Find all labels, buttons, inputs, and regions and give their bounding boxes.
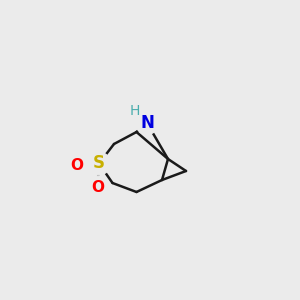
Text: H: H [130,104,140,118]
Circle shape [136,112,158,134]
Text: S: S [93,154,105,172]
Circle shape [65,154,88,176]
Circle shape [86,176,109,199]
Text: N: N [140,114,154,132]
Circle shape [88,152,110,175]
Text: O: O [70,158,83,172]
Text: O: O [91,180,104,195]
